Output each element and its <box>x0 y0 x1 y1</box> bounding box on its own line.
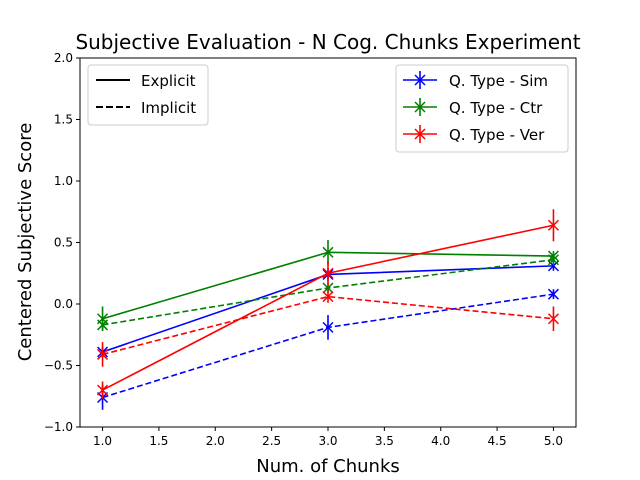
series-line <box>102 293 554 399</box>
y-tick-label: 1.0 <box>54 174 73 188</box>
plot-frame <box>79 57 577 428</box>
y-tick-label: 0.5 <box>54 236 73 250</box>
series-1 <box>97 288 559 410</box>
series-layer <box>97 209 559 410</box>
y-tick-label: 0.0 <box>54 297 73 311</box>
data-point <box>547 313 559 325</box>
legend-type: Q. Type - Sim Q. Type - Ctr Q. Type - Ve… <box>395 64 569 153</box>
data-point <box>322 246 334 258</box>
x-tick-label: 4.5 <box>488 434 507 448</box>
data-point <box>322 321 334 333</box>
data-point <box>547 254 559 266</box>
data-point <box>97 319 109 331</box>
x-tick-label: 1.0 <box>93 434 112 448</box>
x-tick-label: 3.5 <box>375 434 394 448</box>
y-tick-label: −1.0 <box>44 420 73 434</box>
series-4 <box>97 209 559 399</box>
legend-type-box <box>395 64 569 153</box>
y-tick-label: 2.0 <box>54 51 73 65</box>
legend-explicit-label: Explicit <box>141 72 196 90</box>
data-point <box>97 384 109 396</box>
legend-swatch-marker <box>414 128 426 140</box>
x-axis-label: Num. of Chunks <box>256 456 400 477</box>
series-line <box>102 295 554 356</box>
x-tick-label: 2.0 <box>206 434 225 448</box>
legend-implicit-label: Implicit <box>141 99 196 117</box>
y-axis-label: Centered Subjective Score <box>15 123 36 362</box>
x-tick-label: 5.0 <box>544 434 563 448</box>
series-5 <box>97 290 559 367</box>
legend-ctr-label: Q. Type - Ctr <box>449 99 543 117</box>
data-point <box>322 291 334 303</box>
legend-style: Explicit Implicit <box>87 64 209 126</box>
x-tick-label: 2.5 <box>262 434 281 448</box>
y-tick-label: 1.5 <box>54 113 73 127</box>
x-tick-label: 1.5 <box>149 434 168 448</box>
legend-swatch-marker <box>414 101 426 113</box>
data-point <box>97 348 109 360</box>
data-point <box>547 219 559 231</box>
y-tick-label: −0.5 <box>44 359 73 373</box>
legend-sim-label: Q. Type - Sim <box>449 72 548 90</box>
data-point <box>322 282 334 294</box>
x-tick-label: 3.0 <box>318 434 337 448</box>
x-tick-label: 4.0 <box>431 434 450 448</box>
series-3 <box>97 254 559 331</box>
legend-swatch-marker <box>414 74 426 86</box>
chart-title: Subjective Evaluation - N Cog. Chunks Ex… <box>75 30 580 54</box>
axis-ticks: 1.0 1.5 2.0 2.5 3.0 3.5 4.0 4.5 5.0 −1.0 −0.5 0.0 0.… <box>44 51 563 448</box>
legend-ver-label: Q. Type - Ver <box>449 126 545 144</box>
data-point <box>322 267 334 279</box>
data-point <box>547 288 559 300</box>
